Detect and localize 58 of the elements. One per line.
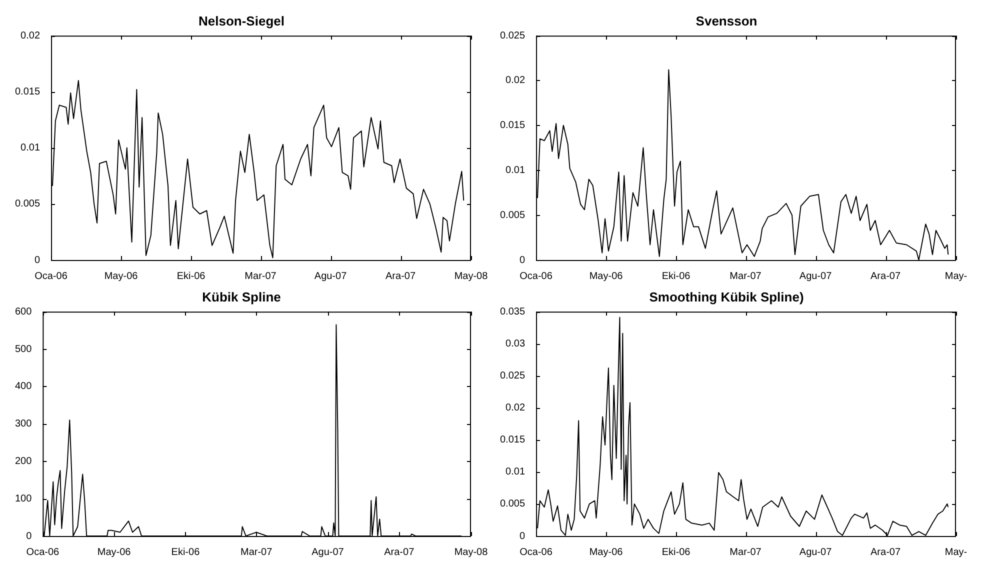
x-tick-label: Ara-07 [386, 270, 416, 282]
x-tick-label: Oca-06 [26, 546, 60, 558]
y-tick-label: 0.005 [500, 498, 526, 510]
x-tick-label: Agu-07 [799, 270, 832, 282]
y-tick-label: 0.005 [500, 210, 526, 221]
y-tick-label: 0.03 [506, 338, 526, 350]
y-tick-label: 0 [26, 530, 32, 542]
y-tick-label: 0.01 [20, 142, 40, 154]
y-tick-label: 400 [14, 381, 32, 392]
y-tick-label: 300 [14, 418, 32, 430]
y-tick-label: 0 [519, 530, 526, 542]
x-tick-label: May-08 [454, 270, 488, 282]
y-tick-label: 0.025 [500, 370, 526, 382]
x-tick-label: Mar-07 [730, 546, 762, 558]
x-tick-label: May-06 [97, 546, 132, 558]
y-tick-label: 100 [14, 493, 32, 504]
x-tick-label: Mar-07 [730, 270, 762, 282]
y-tick-label: 0.025 [500, 30, 526, 42]
x-tick-label: Ara-07 [870, 546, 901, 558]
x-tick-label: Mar-07 [240, 546, 273, 558]
x-tick-label: Oca-06 [520, 546, 553, 558]
y-tick-label: 500 [14, 344, 32, 355]
y-tick-label: 600 [14, 306, 32, 318]
x-tick-label: May- [944, 270, 968, 282]
x-tick-label: Agu-07 [799, 546, 832, 558]
x-tick-label: May- [944, 546, 968, 558]
chart-title: Nelson-Siegel [198, 13, 284, 28]
x-tick-label: May-08 [454, 546, 488, 558]
x-tick-label: Agu-07 [314, 270, 348, 282]
x-tick-label: Eki-06 [662, 546, 691, 558]
x-tick-label: Agu-07 [312, 546, 344, 558]
x-tick-label: Eki-06 [176, 270, 206, 282]
x-tick-label: May-06 [589, 270, 624, 282]
x-tick-label: Mar-07 [244, 270, 277, 282]
chart-title: Smoothing Kübik Spline) [649, 289, 804, 304]
x-tick-label: Ara-07 [384, 546, 415, 558]
y-tick-label: 200 [14, 456, 32, 467]
y-tick-label: 0.02 [506, 402, 526, 414]
x-tick-label: Ara-07 [870, 270, 901, 282]
y-tick-label: 0.035 [500, 306, 526, 318]
y-tick-label: 0.015 [14, 86, 40, 98]
y-tick-label: 0.01 [506, 466, 526, 478]
y-tick-label: 0.005 [14, 198, 40, 210]
y-tick-label: 0.02 [506, 75, 526, 86]
y-tick-label: 0.015 [500, 120, 526, 132]
y-tick-label: 0 [519, 254, 526, 266]
y-tick-label: 0.02 [20, 30, 40, 42]
y-tick-label: 0 [34, 254, 40, 266]
x-tick-label: Oca-06 [520, 270, 553, 282]
y-tick-label: 0.015 [500, 434, 526, 446]
x-tick-label: May-06 [589, 546, 624, 558]
chart-title: Svensson [696, 13, 758, 28]
y-tick-label: 0.01 [506, 164, 526, 176]
x-tick-label: May-06 [104, 270, 138, 282]
chart-title: Kübik Spline [202, 289, 281, 304]
x-tick-label: Eki-06 [662, 270, 691, 282]
x-tick-label: Oca-06 [34, 270, 68, 282]
x-tick-label: Eki-06 [171, 546, 200, 558]
